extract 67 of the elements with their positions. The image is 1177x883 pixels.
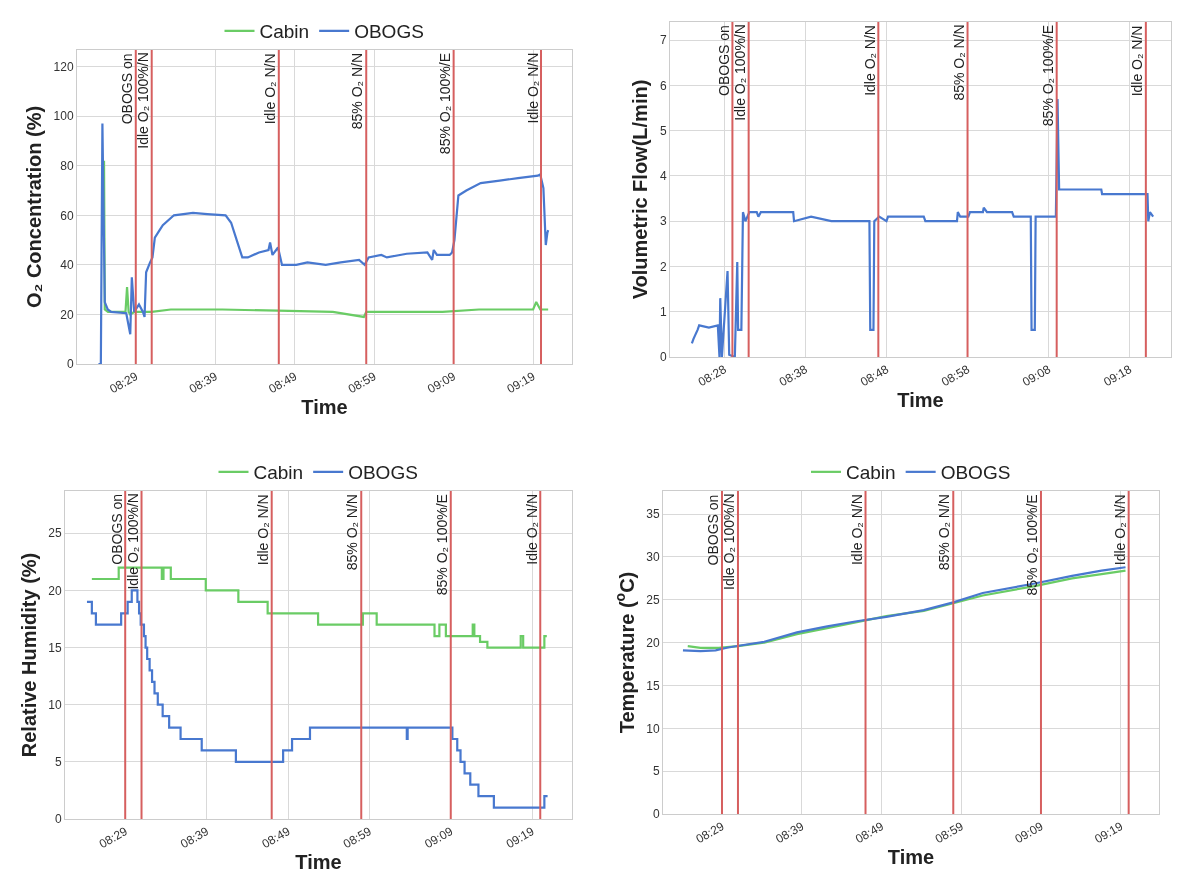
ref-line-label: Idle O₂ N/N: [849, 494, 866, 566]
ref-line-label: Idle O₂ N/N: [861, 25, 878, 96]
y-tick-label: 2: [659, 259, 667, 274]
ref-line-label: 85% O₂ 100%/E: [1024, 494, 1041, 596]
ref-line-label: 85% O₂ N/N: [349, 53, 366, 130]
ref-line-label: OBOGS on: [119, 53, 136, 125]
y-axis-title: Relative Humidity (%): [17, 552, 40, 758]
ref-line-label: 85% O₂ 100%/E: [437, 52, 454, 155]
y-tick-label: 3: [659, 214, 667, 229]
legend-label: Cabin: [259, 21, 310, 43]
y-tick-label: 0: [659, 350, 667, 365]
line-series: [102, 159, 550, 319]
y-tick-label: 30: [646, 550, 660, 565]
y-tick-label: 15: [646, 678, 660, 693]
y-tick-label: 1: [659, 304, 667, 319]
ref-line-label: Idle O₂ N/N: [524, 52, 541, 124]
legend-label: Cabin: [846, 462, 896, 484]
y-tick-label: 40: [60, 258, 74, 273]
y-tick-label: 7: [659, 33, 667, 48]
ref-line-label: Idle O₂ N/N: [523, 493, 540, 565]
ref-line-label: Idle O₂ 100%/N: [731, 24, 748, 121]
y-tick-label: 120: [53, 59, 74, 74]
y-tick-label: 0: [652, 807, 660, 822]
y-axis-title: O₂ Concentration (%): [23, 105, 46, 309]
y-tick-label: 0: [54, 812, 62, 827]
ref-line-label: OBOGS on: [108, 493, 125, 565]
y-tick-label: 10: [48, 697, 62, 712]
ref-line-label: OBOGS on: [705, 494, 722, 566]
ref-line-label: Idle O₂ 100%/N: [134, 52, 151, 149]
legend-label: OBOGS: [940, 462, 1011, 484]
y-tick-label: 0: [66, 357, 74, 372]
legend-label: OBOGS: [354, 21, 424, 43]
ref-line-label: Idle O₂ N/N: [1112, 494, 1129, 566]
ref-line-label: Idle O₂ 100%/N: [124, 493, 141, 590]
ref-line-label: 85% O₂ N/N: [344, 494, 361, 571]
y-tick-label: 4: [659, 169, 667, 184]
y-tick-label: 15: [48, 640, 62, 655]
y-tick-label: 10: [646, 721, 660, 736]
y-tick-label: 35: [646, 507, 660, 522]
ref-line-label: 85% O₂ 100%/E: [1040, 25, 1057, 127]
y-axis-title: Volumetric Flow(L/min): [629, 79, 652, 300]
x-axis-title: Time: [301, 396, 348, 419]
y-tick-label: 20: [60, 307, 74, 322]
ref-line-label: Idle O₂ 100%/N: [720, 493, 737, 590]
y-tick-label: 25: [646, 593, 660, 608]
legend-label: Cabin: [253, 462, 304, 484]
ref-line-label: 85% O₂ N/N: [950, 24, 967, 101]
x-axis-title: Time: [897, 389, 944, 412]
ref-line-label: Idle O₂ N/N: [1129, 25, 1146, 97]
y-tick-label: 20: [48, 583, 62, 598]
y-tick-label: 80: [60, 158, 74, 173]
y-tick-label: 20: [646, 635, 660, 650]
x-axis-title: Time: [887, 846, 935, 869]
ref-line-label: Idle O₂ N/N: [255, 494, 272, 566]
legend-label: OBOGS: [348, 462, 418, 484]
y-tick-label: 5: [54, 755, 62, 770]
y-tick-label: 25: [48, 526, 62, 541]
ref-line-label: 85% O₂ N/N: [936, 494, 953, 571]
ref-line-label: OBOGS on: [715, 25, 732, 96]
y-tick-label: 5: [659, 123, 667, 138]
ref-line-label: 85% O₂ 100%/E: [434, 494, 451, 596]
ref-line-label: Idle O₂ N/N: [262, 53, 279, 125]
y-tick-label: 5: [652, 764, 660, 779]
y-tick-label: 60: [60, 208, 74, 223]
x-axis-title: Time: [295, 851, 342, 874]
y-tick-label: 6: [659, 78, 667, 93]
y-tick-label: 100: [53, 109, 74, 124]
